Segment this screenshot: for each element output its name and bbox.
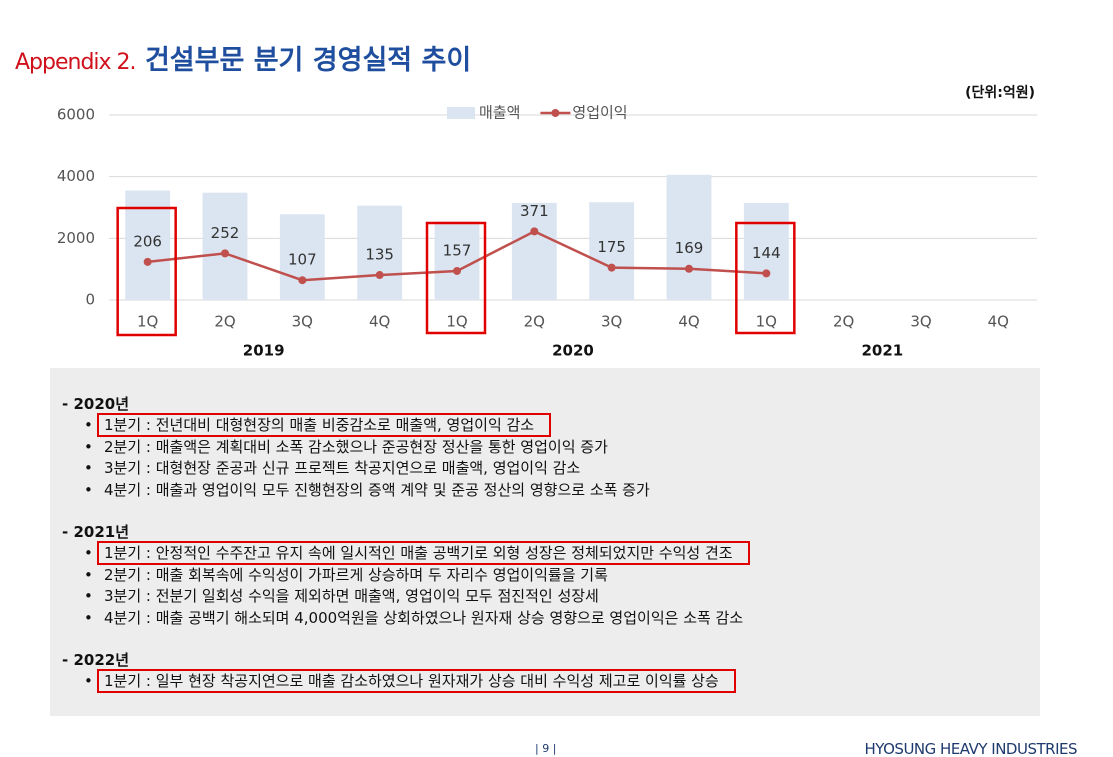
title-prefix: Appendix 2. bbox=[15, 50, 137, 75]
note-text: 1분기 : 전년대비 대형현장의 매출 비중감소로 매출액, 영업이익 감소 bbox=[96, 413, 552, 437]
point bbox=[143, 257, 152, 266]
notes-box: - 2020년1분기 : 전년대비 대형현장의 매출 비중감소로 매출액, 영업… bbox=[50, 368, 1040, 716]
data-label: 157 bbox=[443, 241, 472, 259]
legend-swatch bbox=[551, 109, 560, 117]
bar bbox=[357, 205, 403, 300]
note-year: 2020년 bbox=[73, 395, 130, 413]
unit-label: (단위:억원) bbox=[965, 85, 1035, 101]
data-label: 135 bbox=[365, 246, 394, 264]
note-heading: - 2022년 bbox=[62, 651, 130, 669]
x-tick-label: 1Q bbox=[756, 313, 777, 331]
bar bbox=[279, 214, 325, 300]
legend-swatch bbox=[447, 107, 475, 119]
x-tick-label: 3Q bbox=[292, 313, 313, 331]
x-tick-label: 3Q bbox=[910, 313, 931, 331]
x-tick-label: 2Q bbox=[833, 313, 854, 331]
note-text: 1분기 : 일부 현장 착공지연으로 매출 감소하였으나 원자재가 상승 대비 … bbox=[97, 669, 736, 693]
note-item: 3분기 : 전분기 일회성 수익을 제외하면 매출액, 영업이익 모두 점진적인… bbox=[62, 586, 1040, 608]
data-label: 107 bbox=[288, 251, 317, 269]
note-year: 2022년 bbox=[73, 651, 130, 669]
note-section: - 2021년1분기 : 안정적인 수주잔고 유지 속에 일시적인 매출 공백기… bbox=[62, 522, 1040, 629]
note-text: 3분기 : 전분기 일회성 수익을 제외하면 매출액, 영업이익 모두 점진적인… bbox=[104, 587, 599, 605]
point bbox=[762, 269, 771, 278]
note-text: 4분기 : 매출과 영업이익 모두 진행현장의 증액 계약 및 준공 정산의 영… bbox=[104, 480, 650, 499]
bar bbox=[434, 221, 480, 300]
point bbox=[453, 266, 461, 275]
title-text: 건설부문 분기 경영실적 추이 bbox=[144, 45, 472, 76]
bar bbox=[666, 174, 712, 300]
note-text: 2분기 : 매출 회복속에 수익성이 가파르게 상승하며 두 자리수 영업이익률… bbox=[104, 565, 608, 584]
data-label: 371 bbox=[520, 202, 549, 220]
bar bbox=[511, 202, 557, 300]
highlight-box bbox=[425, 221, 487, 335]
year-label: 2019 bbox=[243, 342, 285, 360]
data-label: 206 bbox=[133, 232, 162, 250]
chart: 0 2000 4000 6000 1Q 2Q 3Q 4Q 1Q 2Q 3Q 4Q 1Q 2Q 3Q 4Q 201… bbox=[57, 104, 1037, 360]
x-tick-label: 2Q bbox=[214, 313, 235, 331]
bar bbox=[589, 202, 635, 300]
y-tick-label: 4000 bbox=[57, 167, 95, 185]
x-tick-label: 3Q bbox=[601, 313, 622, 331]
x-tick-label: 1Q bbox=[137, 313, 158, 331]
point bbox=[530, 227, 539, 236]
x-tick-label: 2Q bbox=[524, 313, 545, 331]
note-item: 1분기 : 안정적인 수주잔고 유지 속에 일시적인 매출 공백기로 외형 성장… bbox=[62, 541, 1040, 565]
y-tick-label: 0 bbox=[85, 291, 95, 309]
x-tick-label: 4Q bbox=[678, 313, 699, 331]
note-item: 4분기 : 매출 공백기 해소되며 4,000억원을 상회하였으나 원자재 상승… bbox=[62, 608, 1040, 630]
point bbox=[375, 271, 384, 280]
note-section: - 2020년1분기 : 전년대비 대형현장의 매출 비중감소로 매출액, 영업… bbox=[62, 394, 1040, 501]
bar bbox=[743, 202, 789, 300]
note-item: 4분기 : 매출과 영업이익 모두 진행현장의 증액 계약 및 준공 정산의 영… bbox=[62, 480, 1040, 502]
highlight-box bbox=[116, 206, 177, 337]
note-text: 2분기 : 매출액은 계획대비 소폭 감소했으나 준공현장 정산을 통한 영업이… bbox=[104, 437, 608, 456]
note-item: 3분기 : 대형현장 준공과 신규 프로젝트 착공지연으로 매출액, 영업이익 … bbox=[62, 458, 1040, 480]
note-heading: - 2020년 bbox=[62, 395, 130, 413]
title: Appendix 2. 건설부문 분기 경영실적 추이 bbox=[15, 38, 471, 77]
data-label: 144 bbox=[752, 244, 781, 262]
note-item: 2분기 : 매출액은 계획대비 소폭 감소했으나 준공현장 정산을 통한 영업이… bbox=[62, 437, 1040, 459]
point bbox=[607, 263, 616, 272]
highlight-box bbox=[735, 221, 796, 335]
page-number: | 9 | bbox=[535, 742, 557, 755]
x-tick-label: 4Q bbox=[369, 313, 390, 331]
data-label: 252 bbox=[211, 224, 240, 242]
y-tick-label: 6000 bbox=[57, 106, 95, 124]
note-text: 4분기 : 매출 공백기 해소되며 4,000억원을 상회하였으나 원자재 상승… bbox=[104, 608, 744, 627]
y-tick-label: 2000 bbox=[57, 229, 95, 247]
note-section: - 2022년1분기 : 일부 현장 착공지연으로 매출 감소하였으나 원자재가… bbox=[62, 650, 1040, 693]
x-tick-label: 4Q bbox=[988, 313, 1009, 331]
point bbox=[685, 264, 693, 273]
note-year: 2021년 bbox=[73, 523, 130, 541]
note-item: 2분기 : 매출 회복속에 수익성이 가파르게 상승하며 두 자리수 영업이익률… bbox=[62, 565, 1040, 587]
note-text: 1분기 : 안정적인 수주잔고 유지 속에 일시적인 매출 공백기로 외형 성장… bbox=[97, 541, 750, 565]
data-label: 175 bbox=[597, 238, 626, 256]
year-label: 2020 bbox=[552, 342, 594, 360]
note-item: 1분기 : 일부 현장 착공지연으로 매출 감소하였으나 원자재가 상승 대비 … bbox=[62, 669, 1040, 693]
year-label: 2021 bbox=[861, 342, 903, 360]
note-text: 3분기 : 대형현장 준공과 신규 프로젝트 착공지연으로 매출액, 영업이익 … bbox=[104, 459, 581, 477]
x-tick-label: 1Q bbox=[446, 313, 467, 331]
legend-label: 영업이익 bbox=[572, 104, 627, 122]
company-name: HYOSUNG HEAVY INDUSTRIES bbox=[864, 740, 1078, 757]
point bbox=[298, 276, 307, 285]
legend-label: 매출액 bbox=[479, 104, 520, 122]
note-heading: - 2021년 bbox=[62, 523, 130, 541]
point bbox=[221, 249, 229, 258]
note-item: 1분기 : 전년대비 대형현장의 매출 비중감소로 매출액, 영업이익 감소 bbox=[62, 413, 1040, 437]
bar bbox=[202, 192, 248, 300]
data-label: 169 bbox=[675, 239, 704, 257]
